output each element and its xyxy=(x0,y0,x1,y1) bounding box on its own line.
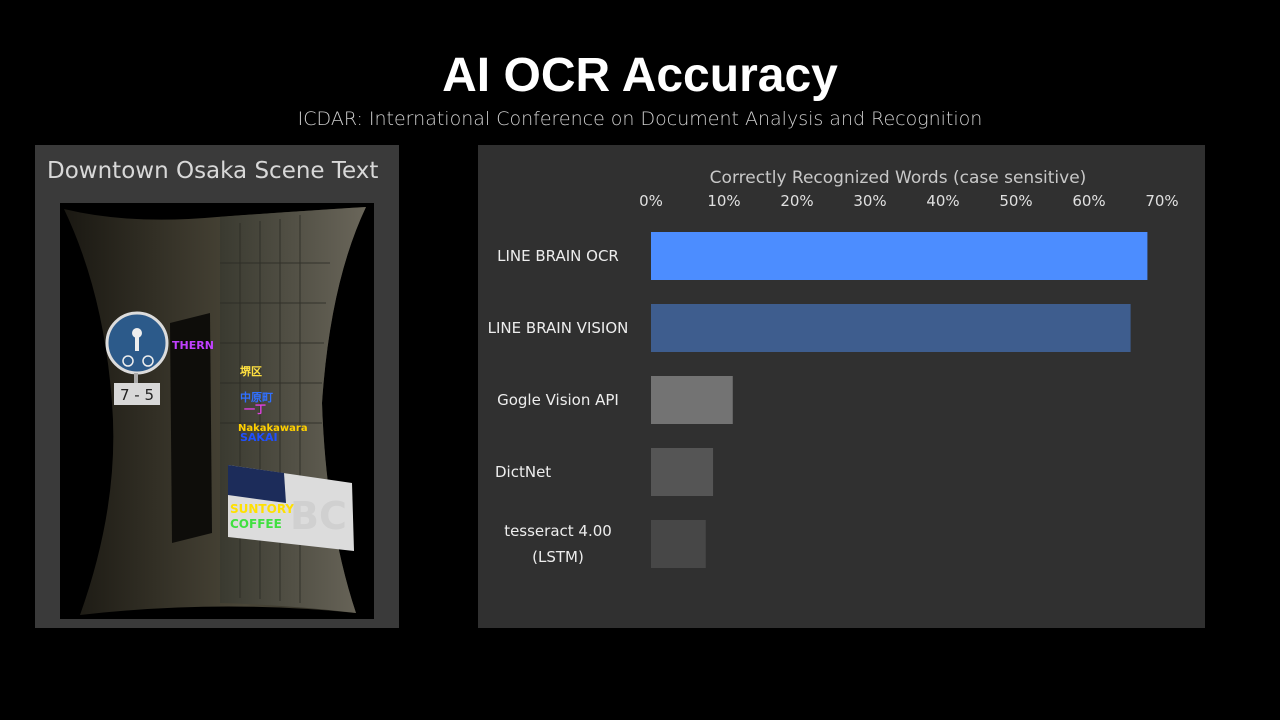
accuracy-bar-chart: Correctly Recognized Words (case sensiti… xyxy=(488,168,1179,568)
page-title: AI OCR Accuracy xyxy=(442,49,838,102)
chart-panel: Correctly Recognized Words (case sensiti… xyxy=(478,145,1205,628)
sign-number: 7 - 5 xyxy=(120,386,154,404)
x-tick-label: 50% xyxy=(999,192,1032,210)
detection-label: SAKAI xyxy=(240,431,278,444)
detection-label: THERN xyxy=(172,339,214,352)
category-label: LINE BRAIN OCR xyxy=(497,247,619,265)
category-labels: LINE BRAIN OCR LINE BRAIN VISION Gogle Vis… xyxy=(488,247,629,566)
category-label: (LSTM) xyxy=(532,548,584,566)
bar xyxy=(651,232,1148,280)
x-tick-label: 30% xyxy=(853,192,886,210)
detection-label: 中原町 xyxy=(240,390,273,404)
scene-text-panel: Downtown Osaka Scene Text xyxy=(35,145,399,628)
detection-label: COFFEE xyxy=(230,517,282,531)
detection-label: Nakakawara xyxy=(238,423,308,434)
bar xyxy=(651,304,1131,352)
ocr-detections: THERN 堺区 中原町 一丁 Nakakawara SAKAI SUNTORY… xyxy=(172,339,347,538)
bar xyxy=(651,448,714,496)
x-tick-label: 70% xyxy=(1145,192,1178,210)
category-label: tesseract 4.00 xyxy=(504,522,612,540)
scene-panel-title: Downtown Osaka Scene Text xyxy=(47,158,379,184)
detection-label: BC xyxy=(290,494,347,538)
category-label: DictNet xyxy=(495,463,551,481)
bars xyxy=(651,232,1148,568)
bar xyxy=(651,376,733,424)
category-label: Gogle Vision API xyxy=(497,391,619,409)
x-tick-label: 0% xyxy=(639,192,663,210)
x-axis-ticks: 0% 10% 20% 30% 40% 50% 60% 70% xyxy=(639,192,1179,210)
x-tick-label: 10% xyxy=(707,192,740,210)
detection-label: 一丁 xyxy=(244,403,266,416)
x-tick-label: 60% xyxy=(1072,192,1105,210)
x-tick-label: 20% xyxy=(780,192,813,210)
detection-label: 堺区 xyxy=(240,364,262,378)
scene-photo: 7 - 5 THERN 堺区 中原町 一丁 Nakakawara SAKAI S… xyxy=(60,203,374,619)
bar xyxy=(651,520,706,568)
scene-photo-drawing: 7 - 5 THERN 堺区 中原町 一丁 Nakakawara SAKAI S… xyxy=(64,207,366,615)
x-tick-label: 40% xyxy=(926,192,959,210)
detection-label: SUNTORY xyxy=(230,502,294,516)
chart-title: Correctly Recognized Words (case sensiti… xyxy=(710,168,1087,188)
category-label: LINE BRAIN VISION xyxy=(488,319,629,337)
page-subtitle: ICDAR: International Conference on Docum… xyxy=(297,108,983,130)
